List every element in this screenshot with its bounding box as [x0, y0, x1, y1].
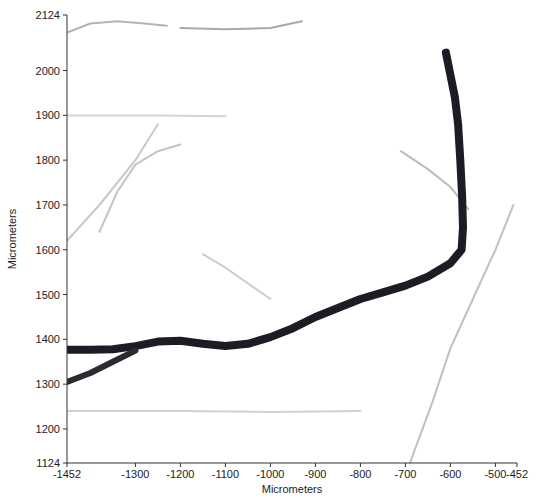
faint-trace: [203, 254, 271, 299]
x-tick-label: -800: [349, 468, 371, 480]
faint-trace: [67, 410, 360, 413]
x-tick-label: -500: [484, 468, 506, 480]
x-tick-label: -900: [304, 468, 326, 480]
y-tick: [63, 160, 67, 161]
x-tick-label: -1452: [53, 468, 81, 480]
x-tick-label: -600: [439, 468, 461, 480]
y-tick-label: 1900: [36, 109, 60, 121]
y-tick-label: 1400: [36, 333, 60, 345]
plot-area: [67, 21, 513, 463]
x-tick: [517, 463, 518, 467]
y-tick: [63, 249, 67, 250]
x-tick: [180, 463, 181, 467]
y-tick: [63, 204, 67, 205]
y-tick: [63, 70, 67, 71]
y-tick: [63, 294, 67, 295]
y-tick-label: 1700: [36, 199, 60, 211]
y-axis-title: Micrometers: [6, 208, 18, 269]
y-tick: [63, 463, 67, 464]
y-tick: [63, 339, 67, 340]
faint-trace: [67, 21, 167, 32]
trace: [67, 351, 135, 382]
y-tick-label: 2124: [36, 9, 60, 21]
trace: [67, 53, 463, 350]
x-axis-title: Micrometers: [262, 483, 323, 495]
x-tick: [360, 463, 361, 467]
x-tick: [405, 463, 406, 467]
chart: -1452 -1300 -1200 -1100 -1000 -900 -800 -700 -60…: [0, 0, 542, 504]
x-tick: [315, 463, 316, 467]
x-tick: [135, 463, 136, 467]
x-tick: [495, 463, 496, 467]
x-tick-label: -452: [506, 468, 528, 480]
faint-trace: [99, 145, 180, 232]
y-tick-label: 2000: [36, 65, 60, 77]
x-tick-label: -1100: [212, 468, 239, 480]
x-tick: [270, 463, 271, 467]
y-tick-label: 1600: [36, 244, 60, 256]
background: [0, 0, 542, 504]
y-tick-label: 1800: [36, 154, 60, 166]
faint-trace: [67, 124, 158, 241]
y-tick: [63, 428, 67, 429]
y-tick-label: 1300: [36, 378, 60, 390]
x-tick-label: -1300: [121, 468, 149, 480]
y-tick-label: 1200: [36, 423, 60, 435]
x-tick-label: -700: [394, 468, 416, 480]
y-tick: [63, 115, 67, 116]
x-tick: [67, 463, 68, 467]
x-axis-line: [67, 463, 517, 464]
x-tick-label: -1200: [166, 468, 194, 480]
x-tick: [450, 463, 451, 467]
y-tick: [63, 15, 67, 16]
x-tick: [225, 463, 226, 467]
faint-trace: [67, 114, 225, 117]
faint-trace: [180, 21, 302, 29]
y-tick: [63, 384, 67, 385]
y-tick-label: 1124: [36, 457, 60, 469]
y-tick-label: 1500: [36, 289, 60, 301]
x-tick-label: -1000: [256, 468, 284, 480]
y-axis-line: [67, 15, 68, 463]
